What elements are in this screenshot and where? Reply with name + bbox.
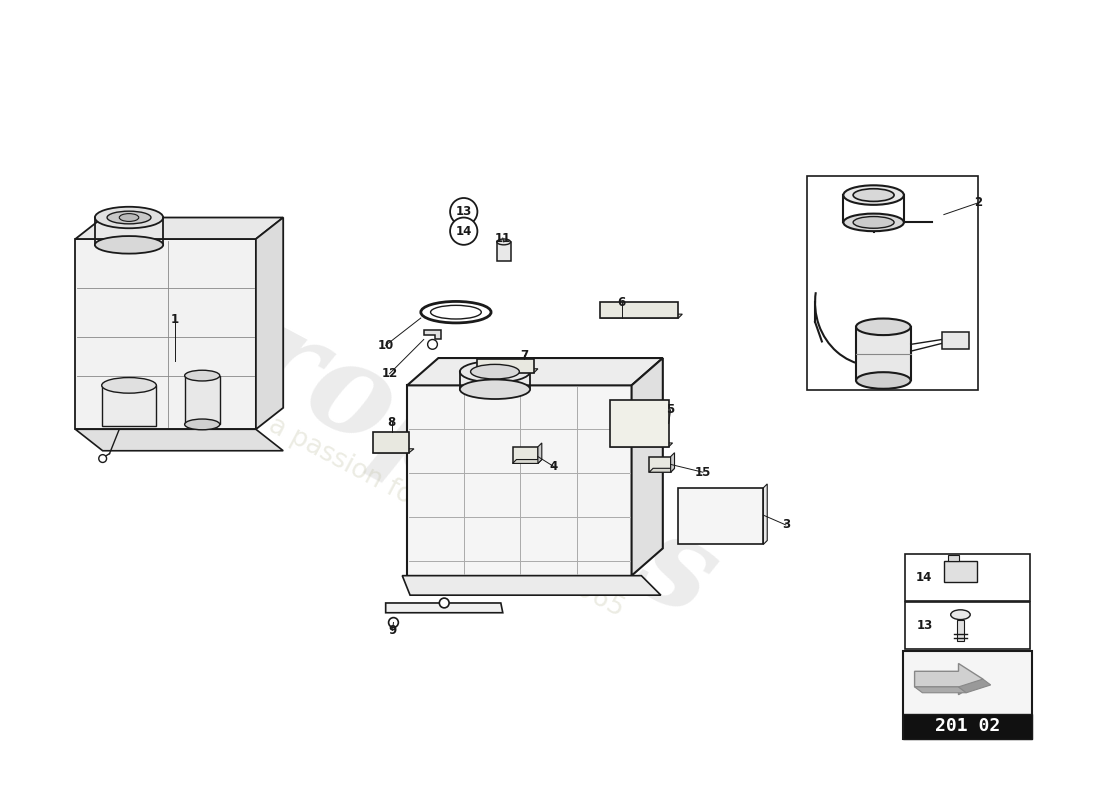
Bar [856,327,911,381]
Polygon shape [373,449,414,453]
Bar [905,554,1030,601]
Text: 13: 13 [916,619,933,632]
Bar [497,242,510,262]
Ellipse shape [95,206,163,228]
Text: a passion for parts since 1965: a passion for parts since 1965 [264,412,628,622]
Bar [903,714,1032,738]
Polygon shape [914,663,983,694]
Text: 14: 14 [455,225,472,238]
Polygon shape [75,239,256,430]
Polygon shape [679,488,763,545]
Text: 13: 13 [455,205,472,218]
Ellipse shape [119,214,139,222]
Ellipse shape [844,186,904,205]
Polygon shape [256,218,283,430]
Ellipse shape [460,361,530,382]
Text: 9: 9 [388,624,397,637]
Polygon shape [671,453,674,472]
Text: 10: 10 [377,339,394,352]
Polygon shape [601,314,682,318]
Polygon shape [914,687,966,693]
Polygon shape [538,443,542,463]
Ellipse shape [185,419,220,430]
Polygon shape [649,468,674,472]
Text: 2: 2 [974,196,982,210]
Circle shape [439,598,449,608]
Ellipse shape [856,318,911,335]
Bar [957,619,965,641]
Circle shape [99,454,107,462]
Text: 12: 12 [382,367,398,380]
Bar [942,332,969,350]
Polygon shape [403,576,661,595]
Polygon shape [386,603,503,613]
Ellipse shape [471,364,519,379]
Polygon shape [477,369,538,373]
Polygon shape [407,386,631,576]
Polygon shape [477,359,534,373]
Bar [807,175,978,390]
Text: 11: 11 [495,231,510,245]
Polygon shape [75,430,283,450]
Polygon shape [601,302,679,318]
Polygon shape [424,330,441,339]
Text: 5: 5 [667,403,674,416]
Ellipse shape [185,370,220,381]
Circle shape [388,618,398,627]
Polygon shape [649,457,671,472]
Ellipse shape [95,236,163,254]
Text: 14: 14 [916,571,933,584]
Bar [905,602,1030,649]
Text: 15: 15 [694,466,711,478]
Text: 4: 4 [549,460,558,473]
Text: europarts: europarts [77,215,737,643]
Polygon shape [631,358,663,576]
Circle shape [450,198,477,226]
Polygon shape [513,447,538,463]
Polygon shape [610,443,672,447]
Polygon shape [763,484,767,545]
Polygon shape [373,432,409,453]
Bar [948,555,959,561]
Ellipse shape [950,610,970,619]
Text: 201 02: 201 02 [935,717,1000,735]
Text: 1: 1 [170,314,179,326]
Text: 3: 3 [782,518,790,531]
Bar [185,376,220,424]
Polygon shape [958,679,991,693]
Text: 6: 6 [618,296,626,309]
Ellipse shape [854,189,894,202]
Ellipse shape [856,372,911,389]
Circle shape [450,218,477,245]
FancyBboxPatch shape [903,650,1032,738]
Ellipse shape [497,239,510,245]
Polygon shape [610,400,669,447]
Polygon shape [407,358,663,386]
Ellipse shape [107,211,151,224]
Polygon shape [75,218,283,239]
Ellipse shape [101,378,156,393]
Ellipse shape [844,214,904,231]
Ellipse shape [460,379,530,399]
Ellipse shape [854,217,894,228]
Text: 7: 7 [520,349,528,362]
Polygon shape [513,459,542,463]
Bar [101,386,156,426]
Bar [944,561,977,582]
Text: 8: 8 [387,416,396,429]
